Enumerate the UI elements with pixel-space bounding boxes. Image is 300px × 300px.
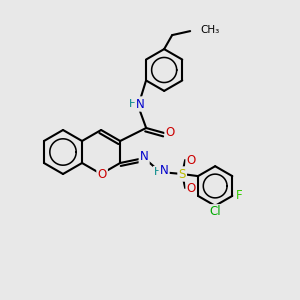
Text: N: N (160, 164, 169, 176)
Text: O: O (187, 182, 196, 194)
Text: S: S (178, 167, 186, 181)
Text: F: F (236, 189, 243, 203)
Text: H: H (154, 167, 162, 177)
Text: H: H (129, 99, 137, 109)
Text: Cl: Cl (209, 205, 221, 218)
Text: O: O (187, 154, 196, 166)
Text: N: N (136, 98, 145, 110)
Text: O: O (166, 127, 175, 140)
Text: CH₃: CH₃ (200, 25, 219, 35)
Text: O: O (98, 167, 107, 181)
Text: N: N (140, 151, 148, 164)
